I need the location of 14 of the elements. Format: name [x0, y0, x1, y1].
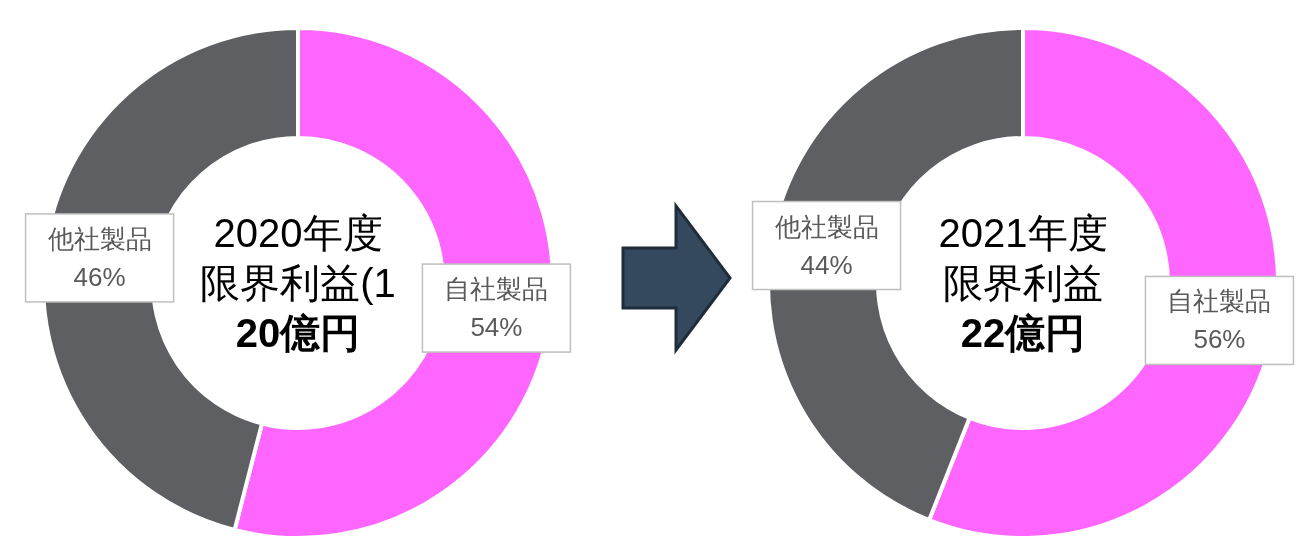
slice-label: 自社製品: [1167, 286, 1272, 317]
data-label: 46%: [73, 261, 126, 292]
text: 22億円: [960, 311, 1086, 355]
slice-label: 他社製品: [47, 223, 152, 254]
text: 限界利益(1: [200, 261, 396, 305]
slice-label: 他社製品: [774, 211, 879, 242]
slice-label: 自社製品: [444, 274, 549, 305]
text: 2021年度: [938, 211, 1108, 255]
data-label: 54%: [470, 312, 523, 343]
data-label: 44%: [800, 249, 853, 280]
text: 限界利益: [943, 261, 1103, 305]
text: 20億円: [235, 311, 361, 355]
data-label: 56%: [1193, 324, 1246, 355]
text: 2020年度: [213, 211, 383, 255]
